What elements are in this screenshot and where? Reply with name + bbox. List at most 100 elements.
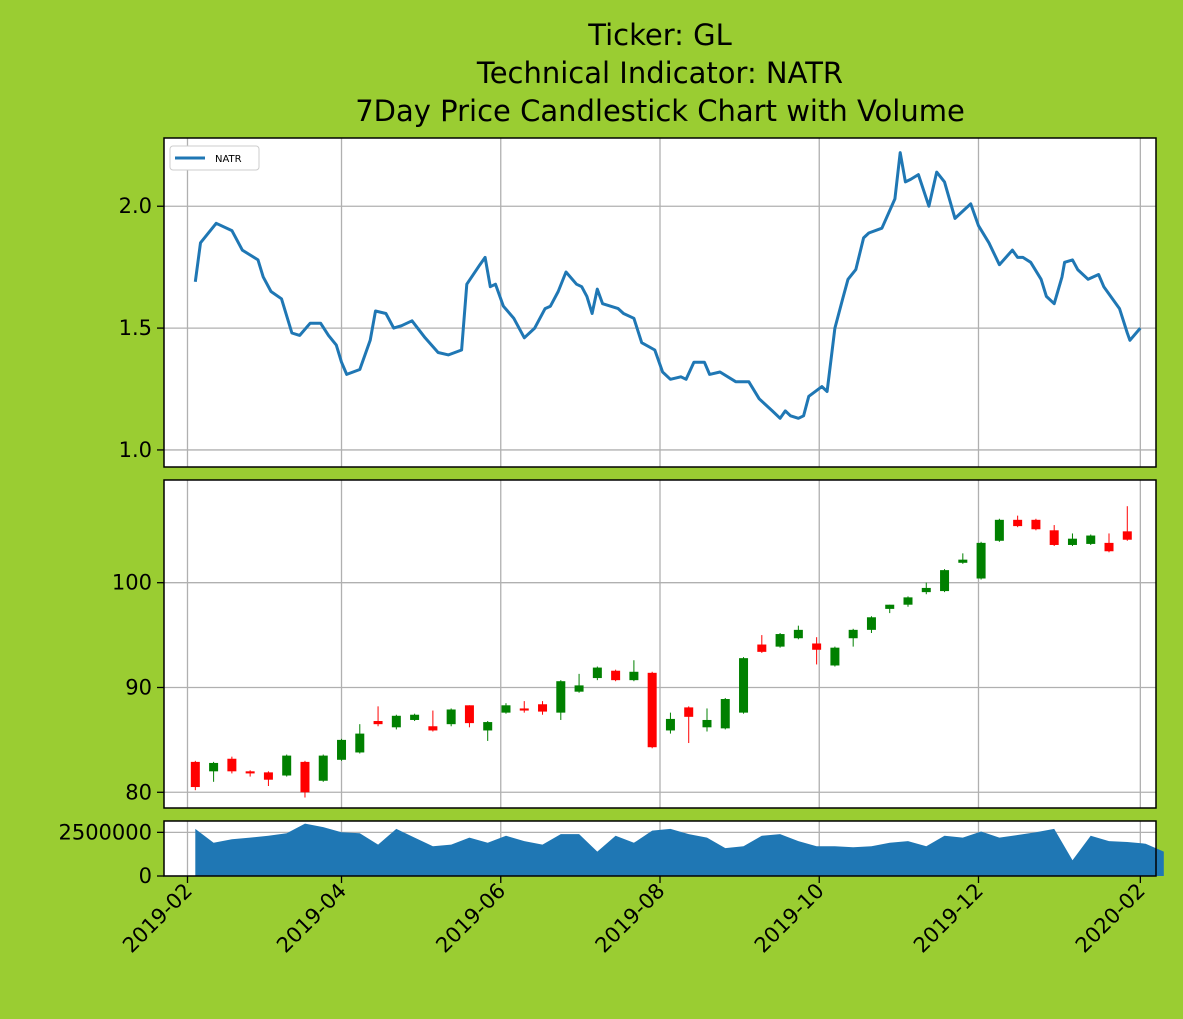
candle	[739, 657, 749, 714]
candle	[574, 673, 584, 693]
candle	[684, 706, 694, 744]
candle	[245, 770, 255, 777]
candle	[793, 625, 803, 640]
candle	[1013, 515, 1023, 528]
candle	[209, 761, 219, 782]
candle	[373, 706, 383, 727]
candle	[1104, 533, 1114, 553]
candle	[501, 703, 511, 714]
candle	[227, 756, 237, 774]
candle-body	[300, 761, 310, 793]
candle-body	[245, 771, 255, 774]
candle-body	[282, 755, 292, 776]
chart-title-line-1: Ticker: GL	[587, 18, 731, 52]
candle	[720, 697, 730, 730]
candle-body	[611, 670, 621, 681]
x-tick-label: 2019-10	[750, 879, 829, 958]
candle	[190, 760, 200, 791]
candle	[263, 771, 273, 786]
candle	[300, 760, 310, 798]
price-panel-frame	[163, 479, 1157, 809]
candle-body	[958, 559, 968, 563]
candle-body	[793, 629, 803, 639]
x-tick-label: 2019-02	[118, 879, 197, 958]
candle-body	[647, 672, 657, 748]
candle-body	[739, 658, 749, 713]
candle	[355, 724, 365, 754]
candle	[647, 671, 657, 749]
candle	[775, 632, 785, 648]
price-y-tick-label: 100	[112, 571, 152, 595]
candle	[812, 637, 822, 665]
candle	[428, 710, 438, 732]
candle-body	[720, 699, 730, 729]
candle	[556, 680, 566, 720]
candle-body	[501, 705, 511, 713]
candle-body	[684, 707, 694, 717]
candle-body	[1013, 519, 1023, 527]
candle-body	[227, 758, 237, 772]
candle	[519, 701, 529, 713]
candle	[1031, 518, 1041, 531]
candle-body	[1086, 535, 1096, 544]
candle	[830, 646, 840, 667]
candle-body	[830, 647, 840, 666]
candle-body	[263, 772, 273, 780]
x-tick-label: 2019-12	[909, 879, 988, 958]
candle	[921, 582, 931, 595]
candle	[1086, 534, 1096, 545]
candle-body	[483, 722, 493, 731]
candle-body	[976, 542, 986, 579]
candle-body	[337, 739, 347, 760]
candle-body	[1122, 531, 1132, 540]
legend: NATR	[169, 145, 260, 171]
candle	[757, 635, 767, 653]
chart-title-line-3: 7Day Price Candlestick Chart with Volume	[355, 94, 965, 128]
candle-body	[757, 644, 767, 652]
candle	[410, 713, 420, 722]
price-y-tick-label: 90	[125, 675, 152, 699]
candle-body	[702, 719, 712, 728]
candle-body	[318, 755, 328, 781]
candle-body	[519, 708, 529, 711]
candle-body	[373, 721, 383, 725]
candle-body	[428, 726, 438, 731]
volume-y-tick-label: 0	[139, 864, 152, 888]
candle	[483, 721, 493, 741]
candle-body	[921, 587, 931, 593]
x-tick-label: 2019-08	[591, 879, 670, 958]
candle-body	[538, 704, 548, 712]
volume-y-tick-label: 2500000	[58, 820, 152, 844]
candle	[903, 596, 913, 607]
candle	[958, 553, 968, 564]
natr-panel: 1.0 1.5 2.0 NATR	[119, 137, 1157, 468]
candle-body	[209, 762, 219, 772]
candle	[611, 669, 621, 682]
candle	[592, 666, 602, 681]
x-tick-label: 2019-04	[272, 879, 351, 958]
candle	[282, 754, 292, 777]
candle-body	[391, 715, 401, 728]
candle-body	[1049, 530, 1059, 545]
candle-body	[1031, 519, 1041, 530]
candle	[976, 541, 986, 580]
candle-body	[940, 570, 950, 592]
candle	[1049, 525, 1059, 547]
candle-body	[355, 733, 365, 753]
candle	[538, 701, 548, 715]
natr-y-tick-label: 2.0	[119, 194, 152, 218]
natr-panel-frame	[163, 137, 1157, 468]
candle	[318, 754, 328, 782]
candle-body	[464, 705, 474, 724]
candle-body	[665, 718, 675, 731]
volume-panel: 0 2500000	[58, 820, 1164, 888]
candle-body	[885, 604, 895, 609]
candle-body	[592, 667, 602, 679]
candle	[1067, 533, 1077, 547]
natr-y-tick-label: 1.0	[119, 438, 152, 462]
candle-body	[848, 629, 858, 639]
candle-body	[812, 643, 822, 650]
volume-area	[195, 823, 1164, 876]
candle	[446, 708, 456, 727]
